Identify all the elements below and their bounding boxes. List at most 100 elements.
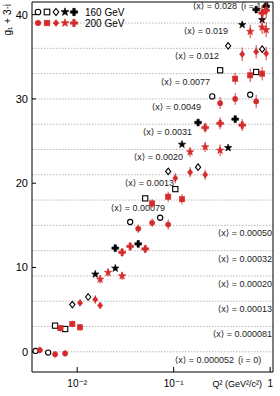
point <box>217 120 224 127</box>
series <box>77 295 102 308</box>
series <box>233 67 265 85</box>
point <box>254 48 259 55</box>
point <box>158 215 163 220</box>
x-tick-label: 1 <box>267 378 273 389</box>
legend-marker <box>70 19 77 26</box>
series <box>246 21 269 39</box>
level-line <box>32 250 273 251</box>
point <box>58 326 63 331</box>
series <box>128 215 163 224</box>
point <box>93 296 98 303</box>
series <box>186 142 223 157</box>
point <box>226 43 231 50</box>
point <box>70 321 75 326</box>
x-axis <box>32 372 273 373</box>
point <box>246 28 253 35</box>
point <box>63 351 68 356</box>
series <box>112 241 142 252</box>
level-label: ⟨x⟩ = 0.0031 <box>143 127 192 137</box>
level-line <box>32 275 273 276</box>
level-label: ⟨x⟩ = 0.00050 <box>218 228 272 238</box>
x-tick-label: 10⁻¹ <box>164 378 184 389</box>
point <box>104 269 111 276</box>
point <box>142 246 149 253</box>
frame-right <box>273 2 274 372</box>
legend-marker <box>70 8 77 15</box>
point <box>136 226 141 231</box>
x-tick <box>173 367 174 372</box>
point <box>173 175 178 182</box>
series <box>202 117 246 132</box>
point <box>98 302 103 309</box>
point <box>203 172 208 179</box>
point <box>233 96 238 101</box>
series <box>195 116 239 126</box>
level-label: ⟨x⟩ = 0.0013 <box>125 178 174 188</box>
level-label: ⟨x⟩ = 0.000052 <box>175 355 234 365</box>
point <box>96 275 103 282</box>
point <box>260 46 265 53</box>
point <box>46 350 51 355</box>
point <box>166 168 171 175</box>
point <box>224 144 231 151</box>
point <box>128 219 133 224</box>
point <box>202 124 209 131</box>
x-tick <box>77 367 78 372</box>
point <box>254 99 259 104</box>
point <box>92 270 99 277</box>
x-tick-label: 10⁻² <box>67 378 87 389</box>
level-label: ⟨x⟩ = 0.00032 <box>218 254 272 264</box>
frame-top <box>32 2 273 3</box>
point <box>210 94 215 99</box>
point <box>166 222 171 227</box>
series <box>33 348 51 355</box>
y-tick <box>32 267 36 268</box>
point <box>179 197 184 202</box>
legend-marker <box>35 20 41 26</box>
level-label: ⟨x⟩ = 0.0077 <box>161 77 210 87</box>
y-axis <box>32 2 33 372</box>
point <box>173 187 178 192</box>
series <box>58 321 83 332</box>
y-tick <box>32 183 36 184</box>
point <box>150 201 155 206</box>
y-tick-label: 0 <box>22 346 28 358</box>
data <box>33 3 270 358</box>
point <box>195 119 202 126</box>
level-label: ⟨x⟩ = 0.019 <box>184 26 228 36</box>
point <box>188 169 193 176</box>
y-axis-label: g₁ + 3·i <box>2 4 13 35</box>
point <box>166 194 171 199</box>
point <box>218 101 223 106</box>
point <box>178 141 185 148</box>
point <box>260 71 265 76</box>
point <box>118 272 125 279</box>
x-tick <box>270 367 271 372</box>
point <box>52 352 57 357</box>
level-label: ⟨x⟩ = 0.000081 <box>213 329 272 339</box>
series <box>166 164 201 175</box>
legend-marker <box>44 20 50 26</box>
point <box>239 122 246 129</box>
series <box>210 92 253 99</box>
point <box>240 51 245 58</box>
point <box>119 249 126 256</box>
series <box>96 268 125 283</box>
series <box>240 45 269 61</box>
level-label: ⟨x⟩ = 0.00013 <box>218 304 272 314</box>
series <box>70 294 91 308</box>
x-axis-label: Q² (GeV²/c²) <box>213 379 263 389</box>
point <box>135 241 142 248</box>
level-line <box>32 174 273 175</box>
point <box>238 21 245 28</box>
level-line <box>32 301 273 302</box>
series <box>259 3 270 21</box>
level-line <box>32 73 273 74</box>
legend-marker <box>44 9 50 15</box>
point <box>264 50 269 57</box>
series <box>136 219 171 233</box>
y-tick-label: 10 <box>16 261 28 273</box>
y-tick-label: 40 <box>16 9 28 21</box>
point <box>63 326 68 331</box>
point <box>77 300 82 307</box>
